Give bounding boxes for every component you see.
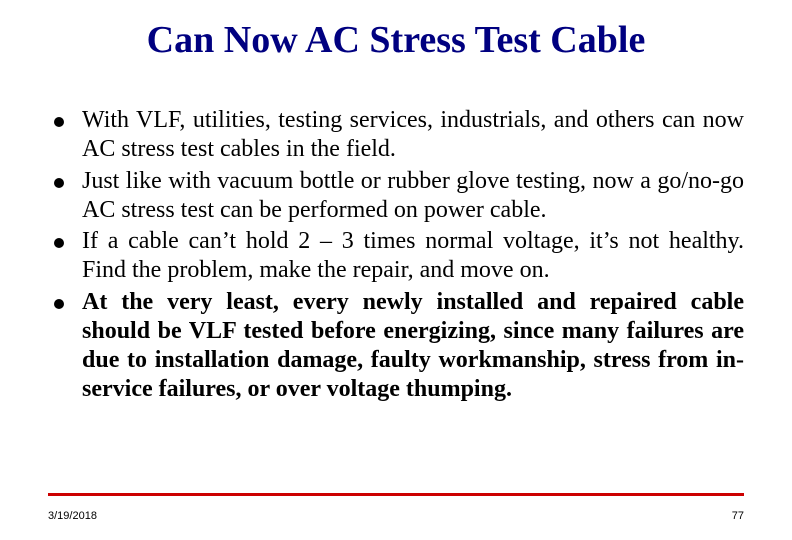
- bullet-icon: [54, 117, 64, 127]
- slide-title: Can Now AC Stress Test Cable: [48, 18, 744, 62]
- bullet-icon: [54, 178, 64, 188]
- list-item: At the very least, every newly installed…: [54, 288, 744, 405]
- divider-line: [48, 493, 744, 496]
- slide-footer: 3/19/2018 77: [48, 510, 744, 522]
- footer-page-number: 77: [732, 510, 744, 522]
- footer-date: 3/19/2018: [48, 510, 97, 522]
- bullet-icon: [54, 299, 64, 309]
- bullet-icon: [54, 238, 64, 248]
- bullet-text: At the very least, every newly installed…: [82, 288, 744, 405]
- bullet-list: With VLF, utilities, testing services, i…: [48, 106, 744, 405]
- bullet-text: With VLF, utilities, testing services, i…: [82, 106, 744, 165]
- list-item: Just like with vacuum bottle or rubber g…: [54, 167, 744, 226]
- list-item: With VLF, utilities, testing services, i…: [54, 106, 744, 165]
- list-item: If a cable can’t hold 2 – 3 times normal…: [54, 227, 744, 286]
- bullet-text: Just like with vacuum bottle or rubber g…: [82, 167, 744, 226]
- bullet-text: If a cable can’t hold 2 – 3 times normal…: [82, 227, 744, 286]
- slide: Can Now AC Stress Test Cable With VLF, u…: [0, 0, 792, 540]
